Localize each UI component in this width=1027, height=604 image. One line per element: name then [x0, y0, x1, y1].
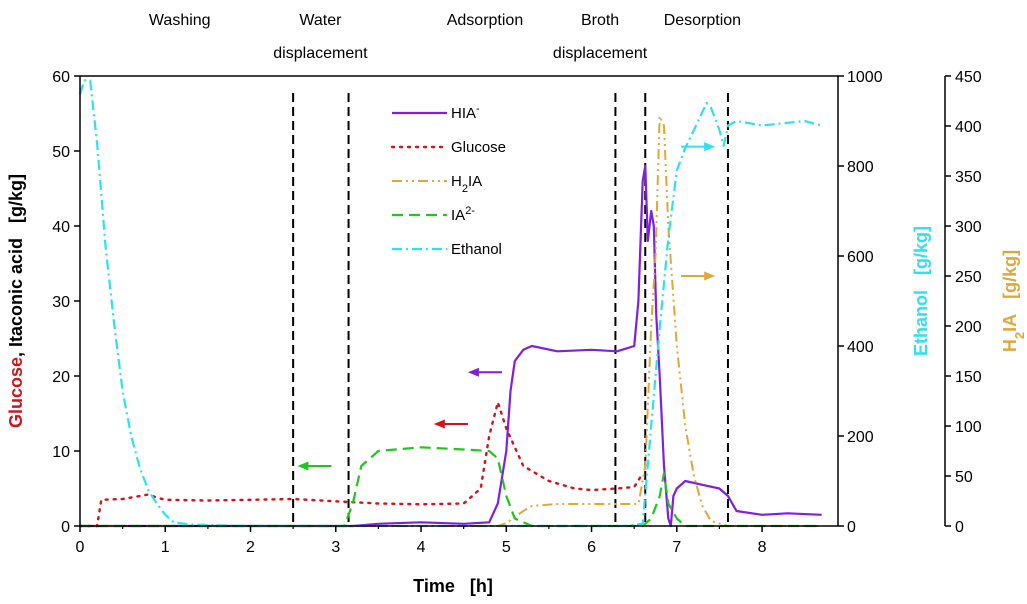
y-ethanol-tick-label-3: 600 — [847, 249, 874, 266]
series-hia — [80, 164, 822, 528]
legend-item-hia: HIA- — [392, 103, 480, 122]
arrow-0 — [297, 461, 332, 471]
y-h2ia-axis-title: H2IA [g/kg] — [1000, 250, 1027, 352]
y-h2ia-tick-label-6: 300 — [955, 219, 982, 236]
arrow-1 — [433, 419, 468, 429]
phase-label-4: Desorption — [664, 12, 741, 29]
y-left-tick-label-5: 50 — [52, 144, 70, 161]
axis-titles: Time [h] Glucose, Itaconic acid [g/kg] Eth… — [6, 174, 1027, 596]
phase-label-1-line-0: Water — [299, 12, 342, 29]
phase-label-3-line-1: displacement — [553, 45, 648, 62]
y-h2ia-tick-label-3: 150 — [955, 369, 982, 386]
y-left-tick-label-1: 10 — [52, 444, 70, 461]
legend-item-ethanol: Ethanol — [392, 241, 502, 258]
y-ethanol-axis-title: Ethanol [g/kg] — [911, 226, 931, 356]
y-left-tick-label-2: 20 — [52, 369, 70, 386]
annotations — [297, 142, 716, 471]
y-h2ia-tick-label-9: 450 — [955, 69, 982, 86]
y-left-tick-label-3: 30 — [52, 294, 70, 311]
x-tick-label-5: 5 — [502, 539, 511, 556]
axes: 0 1 2 3 4 5 6 7 80102030405060020040060080010000… — [52, 69, 982, 556]
x-tick-label-7: 7 — [672, 539, 681, 556]
y-h2ia-tick-label-5: 250 — [955, 269, 982, 286]
y-ethanol-tick-label-4: 800 — [847, 159, 874, 176]
x-tick-label-4: 4 — [417, 539, 426, 556]
legend-label-hia: HIA- — [451, 103, 480, 122]
x-tick-label-8: 8 — [758, 539, 767, 556]
series-h2ia — [80, 115, 822, 527]
arrow-3 — [681, 142, 716, 152]
arrow-head-4 — [704, 271, 716, 281]
phase-label-1-line-1: displacement — [273, 45, 368, 62]
arrow-head-1 — [433, 419, 445, 429]
legend-item-h2ia: H2IA — [392, 173, 482, 195]
x-tick-label-3: 3 — [331, 539, 340, 556]
series-glucose — [78, 401, 644, 528]
y-left-axis-title: Glucose, Itaconic acid [g/kg] — [6, 174, 26, 428]
x-tick-label-0: 0 — [76, 539, 85, 556]
arrow-2 — [467, 367, 503, 377]
x-axis-title: Time [h] — [413, 576, 493, 596]
phase-label-3-line-0: Broth — [581, 12, 619, 29]
y-ethanol-tick-label-2: 400 — [847, 339, 874, 356]
y-h2ia-tick-label-4: 200 — [955, 319, 982, 336]
y-left-tick-label-4: 40 — [52, 219, 70, 236]
legend-label-glucose: Glucose — [451, 139, 506, 156]
y-h2ia-tick-label-1: 50 — [955, 469, 973, 486]
arrow-4 — [681, 271, 716, 281]
legend-label-h2ia: H2IA — [451, 173, 482, 195]
y-left-tick-label-0: 0 — [61, 519, 70, 536]
arrow-head-2 — [467, 367, 479, 377]
y-h2ia-tick-label-7: 350 — [955, 169, 982, 186]
legend[interactable]: HIA- Glucose H2IA IA2- Ethanol — [390, 103, 506, 258]
x-tick-label-1: 1 — [161, 539, 170, 556]
y-h2ia-tick-label-2: 100 — [955, 419, 982, 436]
arrow-head-3 — [704, 142, 716, 152]
y-ethanol-tick-label-1: 200 — [847, 429, 874, 446]
x-tick-label-2: 2 — [246, 539, 255, 556]
legend-item-ia2: IA2- — [392, 205, 475, 224]
x-tick-label-6: 6 — [587, 539, 596, 556]
y-ethanol-tick-label-0: 0 — [847, 519, 856, 536]
y-h2ia-tick-label-8: 400 — [955, 119, 982, 136]
y-h2ia-tick-label-0: 0 — [955, 519, 964, 536]
legend-label-ia2: IA2- — [451, 205, 475, 224]
legend-item-glucose: Glucose — [390, 139, 506, 156]
phase-label-2: Adsorption — [447, 12, 524, 29]
arrow-head-0 — [297, 461, 309, 471]
y-ethanol-tick-label-5: 1000 — [847, 69, 883, 86]
phase-label-0: Washing — [149, 12, 211, 29]
y-left-tick-label-6: 60 — [52, 69, 70, 86]
legend-label-ethanol: Ethanol — [451, 241, 502, 258]
